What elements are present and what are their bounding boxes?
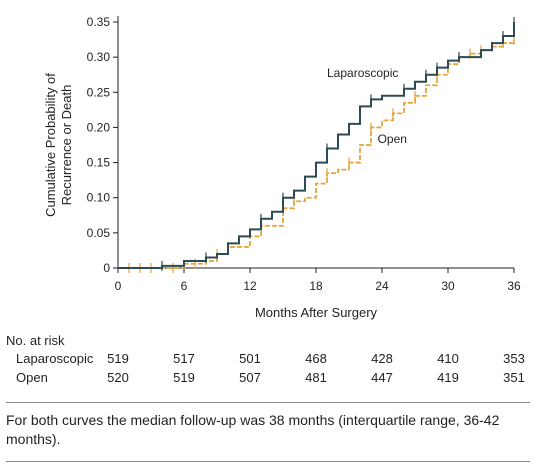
risk-value: 520 <box>107 370 129 385</box>
x-tick-label: 18 <box>309 279 323 293</box>
x-tick-label: 24 <box>375 279 389 293</box>
km-chart: 0 0.05 0.10 0.15 0.20 0.25 0.30 0.35 0 6 12 18 24 30 3… <box>43 15 521 320</box>
risk-row-label: Open <box>16 370 48 385</box>
series-label: Open <box>378 132 407 146</box>
y-axis-label-line-2: Recurrence or Death <box>59 85 74 206</box>
chart-axes: 0 0.05 0.10 0.15 0.20 0.25 0.30 0.35 0 6 12 18 24 30 3… <box>87 15 521 293</box>
chart-series: Open Laparoscopic <box>118 17 515 273</box>
risk-row-laparoscopic: Laparoscopic 519 517 501 468 428 410 353 <box>0 351 536 369</box>
y-tick-label: 0.30 <box>87 50 111 64</box>
y-tick-label: 0.25 <box>87 85 111 99</box>
risk-value: 481 <box>305 370 327 385</box>
risk-value: 410 <box>437 351 459 366</box>
series-laparoscopic: Laparoscopic <box>118 17 515 271</box>
series-line <box>118 22 515 269</box>
y-axis-label: Cumulative Probability of Recurrence or … <box>43 73 74 217</box>
x-tick-label: 12 <box>243 279 257 293</box>
y-tick-label: 0.35 <box>87 15 111 29</box>
risk-value: 507 <box>239 370 261 385</box>
footnote: For both curves the median follow-up was… <box>6 412 500 447</box>
x-tick-label: 6 <box>181 279 188 293</box>
series-open: Open <box>118 34 515 273</box>
y-tick-label: 0.15 <box>87 156 111 170</box>
risk-value: 501 <box>239 351 261 366</box>
risk-value: 519 <box>173 370 195 385</box>
risk-value: 351 <box>503 370 525 385</box>
risk-value: 519 <box>107 351 129 366</box>
series-label: Laparoscopic <box>327 66 398 80</box>
x-axis-label: Months After Surgery <box>255 305 378 320</box>
risk-value: 419 <box>437 370 459 385</box>
x-tick-label: 0 <box>115 279 122 293</box>
risk-value: 353 <box>503 351 525 366</box>
risk-row-label: Laparoscopic <box>16 351 94 366</box>
y-tick-label: 0 <box>103 261 110 275</box>
divider-bottom <box>6 461 530 462</box>
risk-value: 517 <box>173 351 195 366</box>
risk-value: 468 <box>305 351 327 366</box>
risk-table-title: No. at risk <box>6 333 65 348</box>
risk-value: 428 <box>371 351 393 366</box>
x-tick-label: 30 <box>441 279 455 293</box>
divider-top <box>6 402 530 403</box>
y-tick-label: 0.20 <box>87 120 111 134</box>
risk-row-open: Open 520 519 507 481 447 419 351 <box>0 370 536 388</box>
risk-value: 447 <box>371 370 393 385</box>
y-tick-label: 0.05 <box>87 226 111 240</box>
y-tick-label: 0.10 <box>87 191 111 205</box>
x-tick-label: 36 <box>507 279 521 293</box>
series-line <box>118 39 515 269</box>
y-axis-label-line-1: Cumulative Probability of <box>43 73 58 217</box>
